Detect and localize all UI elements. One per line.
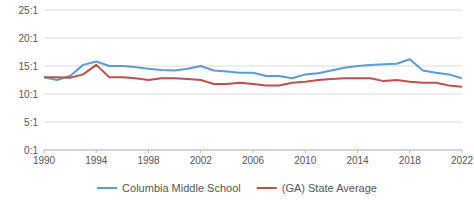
chart: 0:1 5:1 10:1 15:1 20:1 25:1 1990 1994 1998 2002 20… bbox=[0, 0, 474, 208]
legend: Columbia Middle School (GA) State Average bbox=[97, 182, 377, 194]
x-tick-label: 1998 bbox=[137, 155, 160, 166]
x-tick bbox=[200, 150, 201, 153]
x-tick-label: 1994 bbox=[85, 155, 108, 166]
y-tick-label: 25:1 bbox=[19, 5, 39, 16]
y-tick-label: 20:1 bbox=[19, 33, 39, 44]
legend-label: Columbia Middle School bbox=[122, 182, 241, 194]
legend-item: Columbia Middle School bbox=[97, 182, 241, 194]
x-tick bbox=[357, 150, 358, 153]
series-line bbox=[44, 65, 462, 87]
x-tick-label: 2002 bbox=[190, 155, 213, 166]
y-tick-label: 15:1 bbox=[19, 61, 39, 72]
y-tick-label: 10:1 bbox=[19, 89, 39, 100]
legend-swatch bbox=[257, 187, 277, 189]
legend-swatch bbox=[97, 187, 117, 189]
y-tick-label: 0:1 bbox=[24, 145, 38, 156]
x-tick bbox=[44, 150, 45, 153]
grid-line bbox=[44, 94, 462, 95]
grid-line bbox=[44, 10, 462, 11]
x-tick bbox=[96, 150, 97, 153]
x-tick bbox=[148, 150, 149, 153]
x-tick-label: 1990 bbox=[33, 155, 56, 166]
x-tick bbox=[409, 150, 410, 153]
lines bbox=[44, 59, 462, 86]
x-tick-label: 2010 bbox=[294, 155, 317, 166]
y-tick-label: 5:1 bbox=[24, 117, 38, 128]
series-line bbox=[44, 59, 462, 80]
x-tick-label: 2006 bbox=[242, 155, 265, 166]
legend-label: (GA) State Average bbox=[282, 182, 377, 194]
x-tick bbox=[305, 150, 306, 153]
x-tick bbox=[462, 150, 463, 153]
x-tick bbox=[253, 150, 254, 153]
legend-item: (GA) State Average bbox=[257, 182, 377, 194]
grid-line bbox=[44, 38, 462, 39]
x-tick-label: 2014 bbox=[346, 155, 369, 166]
grid-line bbox=[44, 122, 462, 123]
x-tick-label: 2018 bbox=[399, 155, 422, 166]
x-tick-label: 2022 bbox=[451, 155, 474, 166]
